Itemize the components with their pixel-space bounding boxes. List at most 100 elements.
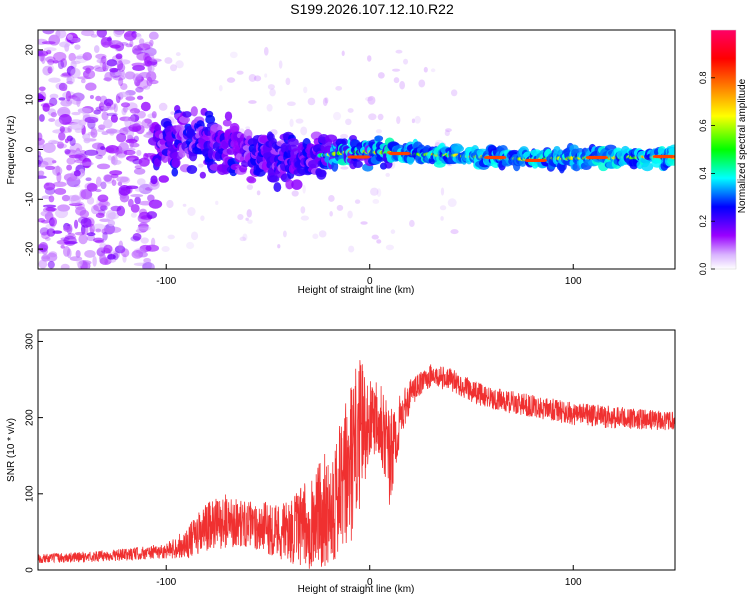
spectrogram-blob bbox=[100, 205, 108, 211]
spectrogram-blob bbox=[149, 39, 154, 47]
spectrogram-blob bbox=[371, 234, 379, 240]
spectrogram-blob bbox=[226, 77, 236, 83]
spectrogram-blob bbox=[136, 78, 149, 90]
spectrogram-blob bbox=[58, 131, 66, 141]
spectrogram-blob bbox=[74, 231, 86, 236]
spectrogram-blob bbox=[84, 116, 99, 124]
spectrogram-blob bbox=[411, 118, 415, 124]
spectrogram-blob bbox=[224, 111, 233, 121]
colorbar: 0.0 0.2 0.4 0.6 0.8 Normalized spectral ampl… bbox=[698, 29, 748, 275]
spectrogram-blob bbox=[439, 205, 447, 211]
spectrogram-blob bbox=[66, 34, 73, 40]
spectrogram-blob bbox=[120, 102, 131, 108]
spectrogram-blob bbox=[161, 245, 170, 253]
spectrogram-blob bbox=[58, 82, 68, 92]
spectrogram-blob bbox=[75, 206, 87, 216]
spectrogram-blob bbox=[93, 109, 101, 115]
spectrogram-blob bbox=[120, 83, 128, 91]
spectrogram-blob bbox=[365, 96, 373, 102]
spectrogram-blob bbox=[372, 199, 380, 204]
colorbar-gradient bbox=[710, 29, 737, 270]
spectrogram-blob bbox=[242, 233, 248, 241]
spectrogram-blob bbox=[45, 165, 56, 170]
spectrogram-blob bbox=[100, 36, 112, 48]
spectrogram-blob bbox=[107, 212, 120, 220]
snr-frame bbox=[37, 329, 676, 571]
spectrogram-blob bbox=[385, 172, 391, 177]
spectrogram-ytick-label: 0 bbox=[25, 146, 36, 152]
spectrogram-blob bbox=[539, 158, 548, 163]
spectrogram-blob bbox=[90, 34, 98, 38]
spectrogram-blob bbox=[144, 56, 153, 67]
spectrogram-blob bbox=[79, 189, 87, 200]
spectrogram-blob bbox=[102, 62, 109, 71]
spectrogram-blob bbox=[130, 203, 140, 213]
spectrogram-blob bbox=[278, 60, 283, 69]
spectrogram-blob bbox=[49, 93, 59, 99]
spectrogram-blob bbox=[256, 190, 261, 196]
spectrogram-blob bbox=[63, 225, 72, 232]
spectrogram-blob bbox=[135, 86, 144, 93]
spectrogram-blob bbox=[38, 150, 42, 158]
spectrogram-blob bbox=[123, 149, 136, 156]
spectrogram-blob bbox=[198, 163, 204, 168]
spectrogram-blob bbox=[42, 103, 50, 112]
spectrogram-ylabel: Frequency (Hz) bbox=[6, 116, 17, 185]
colorbar-ticks: 0.0 0.2 0.4 0.6 0.8 bbox=[698, 72, 715, 275]
spectrogram-blob bbox=[77, 216, 88, 224]
spectrogram-blob bbox=[158, 102, 168, 111]
spectrogram-blob bbox=[247, 176, 257, 184]
spectrogram-blob bbox=[178, 115, 191, 124]
spectrogram-ytick-label: -20 bbox=[25, 241, 36, 256]
spectrogram-blob bbox=[86, 232, 96, 237]
spectrogram-blob bbox=[418, 79, 426, 88]
spectrogram-blob bbox=[113, 103, 118, 113]
spectrogram-blob bbox=[80, 260, 90, 269]
spectrogram-blob bbox=[80, 217, 92, 228]
spectrogram-blob bbox=[375, 129, 382, 134]
spectrogram-blob bbox=[125, 138, 138, 144]
spectrogram-blob bbox=[362, 155, 371, 159]
spectrogram-blob bbox=[68, 198, 74, 205]
spectrogram-blob bbox=[93, 45, 100, 53]
spectrogram-blob bbox=[190, 106, 198, 117]
spectrogram-blob bbox=[285, 179, 294, 190]
spectrogram-blob bbox=[393, 77, 400, 84]
spectrogram-blob bbox=[205, 114, 216, 125]
spectrogram-blob bbox=[48, 118, 56, 122]
spectrogram-blob bbox=[76, 96, 81, 108]
spectrogram-blob bbox=[55, 30, 67, 39]
spectrogram-blob bbox=[84, 149, 99, 156]
spectrogram-blob bbox=[236, 70, 244, 75]
spectrogram-blob bbox=[118, 240, 124, 251]
spectrogram-blob bbox=[93, 237, 104, 243]
spectrogram-blobs bbox=[38, 30, 675, 269]
spectrogram-blob bbox=[98, 201, 111, 208]
spectrogram-blob bbox=[116, 60, 124, 71]
spectrogram-blob bbox=[360, 221, 368, 225]
spectrogram-blob bbox=[123, 30, 137, 41]
spectrogram-ytick-label: 10 bbox=[25, 94, 36, 106]
spectrogram-blob bbox=[149, 79, 159, 85]
spectrogram-blob bbox=[103, 174, 112, 182]
spectrogram-blob bbox=[341, 50, 345, 57]
spectrogram-blob bbox=[101, 111, 109, 121]
spectrogram-blob bbox=[134, 165, 142, 170]
spectrogram-blob bbox=[96, 58, 106, 64]
spectrogram-blob bbox=[114, 245, 126, 254]
spectrogram-blob bbox=[125, 43, 133, 48]
spectrogram-blob bbox=[340, 138, 349, 146]
spectrogram-blob bbox=[59, 126, 66, 133]
spectrogram-blob bbox=[190, 231, 199, 241]
spectrogram-blob bbox=[289, 118, 294, 128]
spectrogram-blob bbox=[396, 116, 401, 124]
spectrogram-blob bbox=[107, 219, 116, 227]
spectrogram-blob bbox=[62, 245, 71, 257]
spectrogram-blob bbox=[385, 244, 394, 251]
spectrogram-blob bbox=[150, 237, 156, 247]
spectrogram-blob bbox=[95, 228, 102, 233]
spectrogram-blob bbox=[142, 262, 155, 269]
spectrogram-blob bbox=[54, 118, 63, 127]
spectrogram-blob bbox=[303, 86, 308, 94]
